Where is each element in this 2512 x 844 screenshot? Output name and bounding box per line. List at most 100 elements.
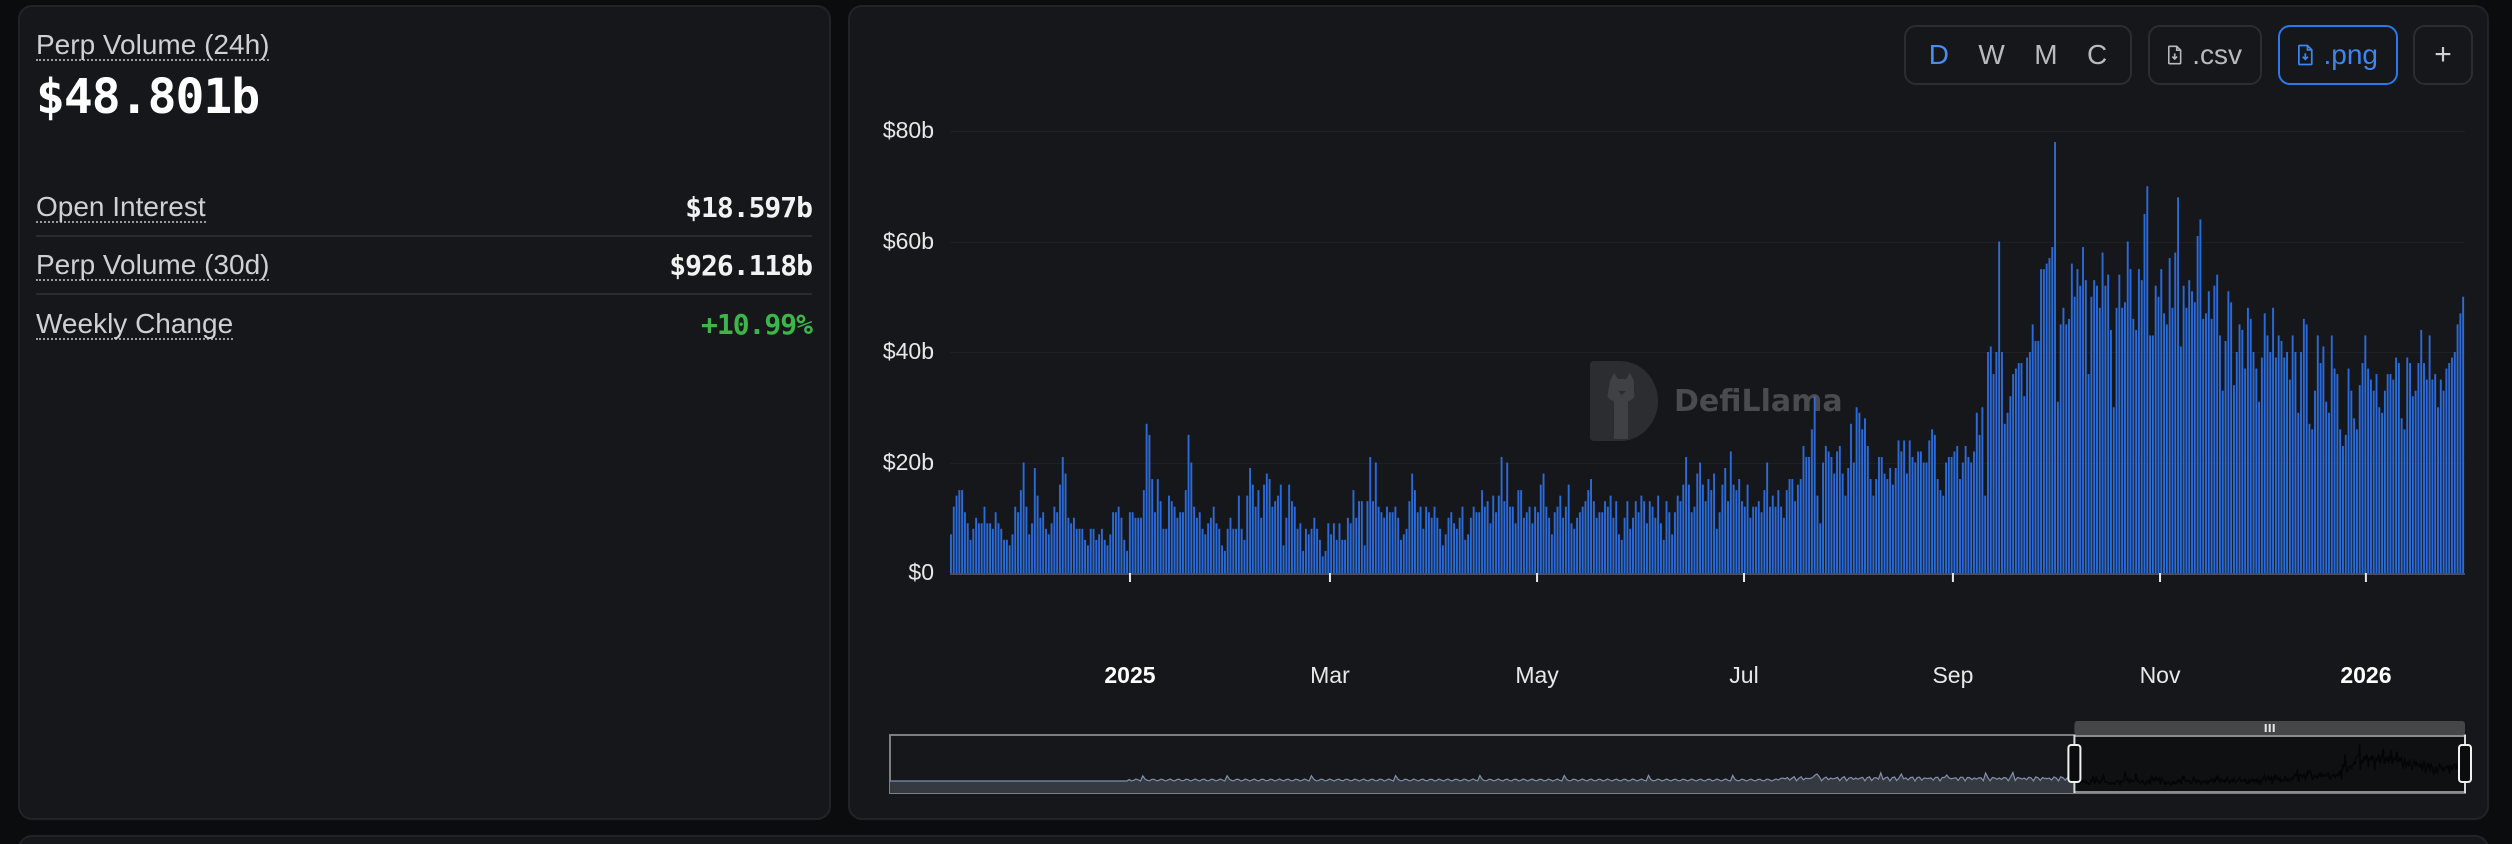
volume-bar[interactable] (2073, 296, 2076, 573)
volume-bar[interactable] (2040, 269, 2043, 574)
volume-bar[interactable] (1179, 512, 1182, 574)
volume-bar[interactable] (1752, 506, 1755, 573)
volume-bar[interactable] (1218, 528, 1221, 573)
volume-bar[interactable] (1243, 539, 1246, 573)
volume-bar[interactable] (2246, 307, 2249, 573)
volume-bar[interactable] (1520, 490, 1523, 574)
volume-bar[interactable] (1053, 506, 1056, 573)
volume-bar[interactable] (1676, 495, 1679, 573)
volume-bar[interactable] (2196, 235, 2199, 573)
volume-bar[interactable] (1755, 506, 1757, 573)
volume-bar[interactable] (1816, 495, 1819, 573)
volume-bar[interactable] (2395, 357, 2398, 573)
volume-bar[interactable] (2367, 368, 2370, 573)
volume-bar[interactable] (2219, 335, 2221, 573)
volume-bar[interactable] (1447, 517, 1450, 573)
volume-bar[interactable] (1372, 501, 1374, 574)
volume-bar[interactable] (2026, 357, 2029, 573)
volume-bar[interactable] (2146, 186, 2149, 573)
volume-bar[interactable] (1721, 484, 1724, 573)
volume-bar[interactable] (1671, 534, 1674, 574)
volume-bar[interactable] (1019, 490, 1022, 574)
volume-bar[interactable] (1036, 495, 1039, 573)
volume-bar[interactable] (1956, 445, 1959, 574)
volume-bar[interactable] (1947, 456, 1950, 574)
volume-bar[interactable] (1878, 456, 1880, 574)
volume-bar[interactable] (1822, 462, 1824, 574)
volume-bar[interactable] (2154, 285, 2157, 573)
volume-bar[interactable] (1338, 523, 1341, 573)
volume-bar[interactable] (2216, 274, 2219, 573)
volume-bar[interactable] (1545, 506, 1548, 573)
volume-bar[interactable] (2163, 313, 2166, 573)
volume-bar[interactable] (1341, 539, 1344, 573)
volume-bar[interactable] (1070, 523, 1073, 573)
volume-bar[interactable] (2344, 434, 2347, 574)
volume-bar[interactable] (2149, 335, 2152, 573)
volume-bar[interactable] (961, 490, 964, 574)
volume-bar[interactable] (1137, 517, 1140, 573)
volume-bar[interactable] (2096, 285, 2098, 573)
volume-bar[interactable] (1000, 528, 1003, 573)
volume-bar[interactable] (2383, 390, 2386, 573)
volume-bar[interactable] (1386, 506, 1388, 573)
volume-bar[interactable] (972, 528, 975, 573)
volume-bar[interactable] (2428, 335, 2431, 573)
volume-bar[interactable] (1777, 490, 1780, 574)
volume-bar[interactable] (1159, 501, 1162, 574)
volume-bar[interactable] (1302, 550, 1305, 573)
volume-bar[interactable] (1785, 490, 1788, 574)
volume-bar[interactable] (2274, 357, 2277, 573)
volume-bar[interactable] (2001, 352, 2003, 573)
volume-bar[interactable] (1064, 473, 1067, 573)
volume-bar[interactable] (2361, 363, 2364, 573)
volume-bar[interactable] (1439, 528, 1442, 573)
volume-bar[interactable] (1729, 451, 1732, 573)
volume-bar[interactable] (2199, 219, 2202, 573)
volume-bar[interactable] (1207, 523, 1210, 573)
volume-bar[interactable] (1959, 479, 1961, 573)
volume-bar[interactable] (1771, 495, 1774, 573)
volume-bar[interactable] (1349, 523, 1352, 573)
volume-bar[interactable] (1028, 534, 1031, 574)
volume-bar[interactable] (2129, 269, 2132, 574)
volume-bar[interactable] (1056, 512, 1059, 574)
volume-bar[interactable] (1534, 506, 1537, 573)
volume-bar[interactable] (1358, 501, 1360, 574)
volume-bar[interactable] (1117, 506, 1120, 573)
volume-bar[interactable] (2280, 340, 2283, 573)
volume-bar[interactable] (2233, 385, 2235, 573)
volume-bar[interactable] (2283, 357, 2286, 573)
volume-bar[interactable] (977, 523, 980, 573)
volume-bar[interactable] (2224, 340, 2227, 573)
volume-bar[interactable] (1450, 512, 1453, 574)
volume-bar[interactable] (1095, 539, 1098, 573)
volume-bar[interactable] (1724, 468, 1727, 573)
volume-bar[interactable] (1880, 456, 1883, 574)
volume-bar[interactable] (1953, 451, 1956, 573)
volume-bar[interactable] (1735, 490, 1738, 574)
volume-bar[interactable] (1151, 479, 1154, 573)
volume-bar[interactable] (1900, 451, 1903, 573)
volume-bar[interactable] (1869, 479, 1872, 573)
volume-bar[interactable] (1525, 512, 1528, 574)
volume-bar[interactable] (1430, 517, 1433, 573)
volume-bar[interactable] (1193, 506, 1196, 573)
volume-bar[interactable] (1587, 490, 1590, 574)
volume-bar[interactable] (1668, 512, 1671, 574)
volume-bar[interactable] (1648, 501, 1651, 574)
volume-bar[interactable] (2397, 363, 2400, 573)
volume-bar[interactable] (2364, 335, 2367, 573)
volume-bar[interactable] (1970, 462, 1973, 574)
volume-bar[interactable] (1086, 545, 1089, 574)
volume-bar[interactable] (1939, 490, 1942, 574)
volume-bar[interactable] (1718, 512, 1721, 574)
volume-bar[interactable] (2045, 263, 2048, 573)
volume-bar[interactable] (1992, 374, 1995, 573)
volume-bar[interactable] (1209, 517, 1212, 573)
granularity-weekly-button[interactable]: W (1978, 39, 2005, 70)
volume-bar[interactable] (1794, 501, 1797, 574)
volume-bar[interactable] (2059, 324, 2062, 574)
volume-bar[interactable] (1827, 451, 1830, 573)
volume-bar[interactable] (1732, 484, 1735, 573)
